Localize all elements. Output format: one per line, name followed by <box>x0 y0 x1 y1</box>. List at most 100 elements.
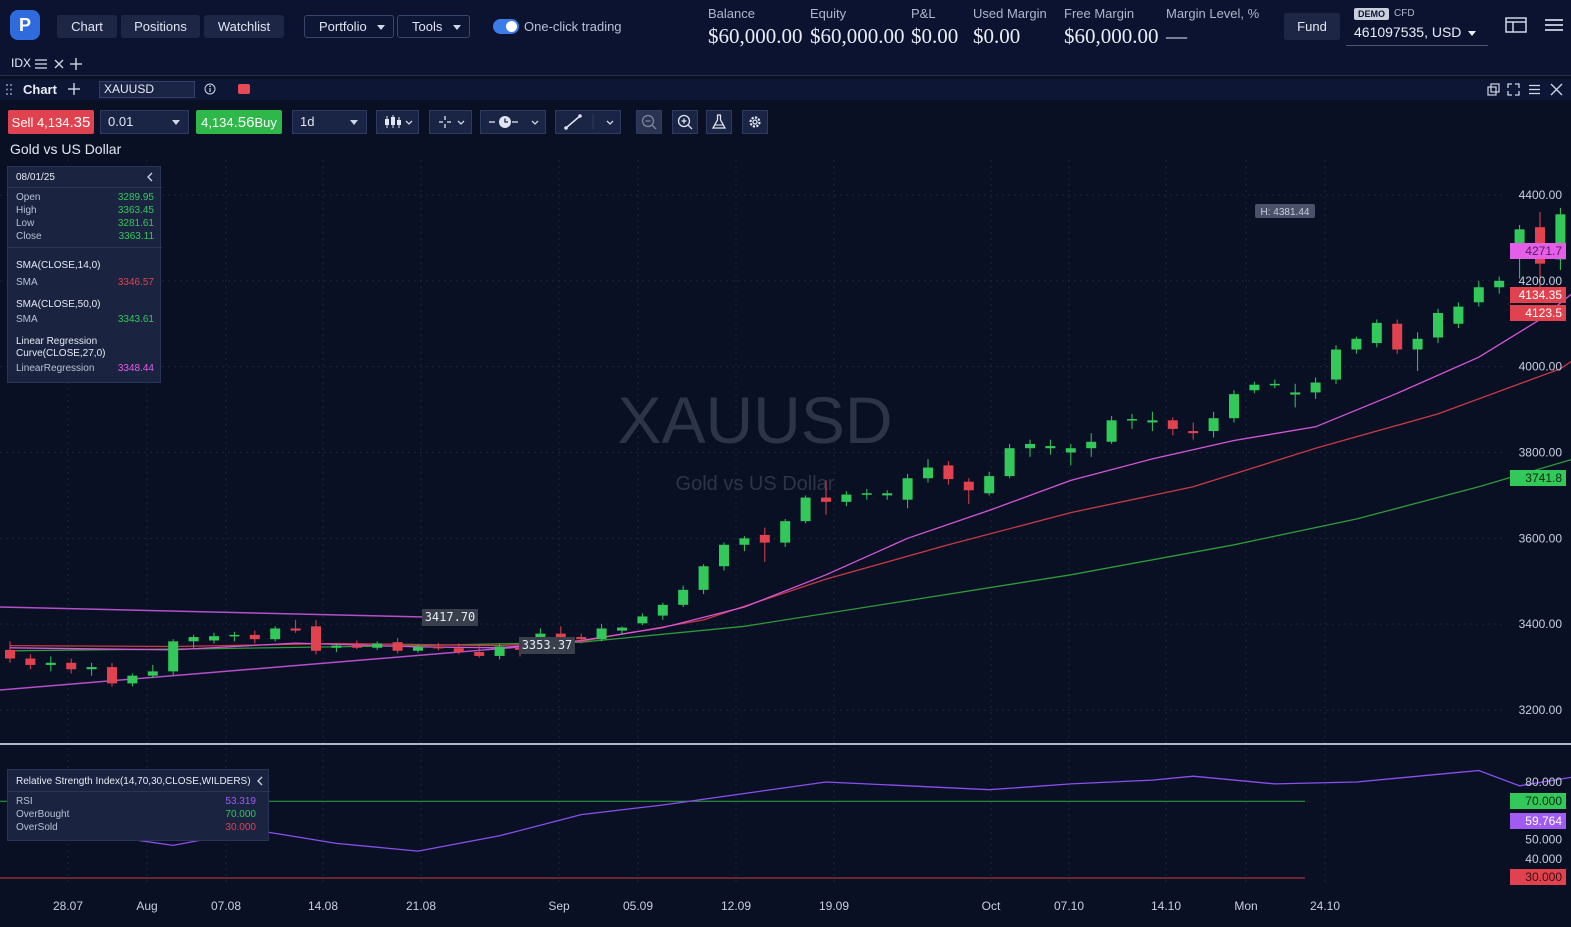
drag-handle-icon[interactable] <box>5 83 13 96</box>
candle-body <box>678 589 689 605</box>
quantity-select[interactable]: 0.01 <box>100 110 189 134</box>
drawing-tools-button[interactable] <box>555 110 621 134</box>
chart-settings-button[interactable] <box>742 110 768 134</box>
sma14-row: SMA 3346.57 <box>16 277 154 288</box>
candle-body <box>209 636 219 641</box>
candle-body <box>555 633 566 638</box>
rsi-tag: 70.000 <box>1525 794 1562 808</box>
chart-panel-header: Chart XAUUSD <box>0 79 1571 100</box>
candle-body <box>1127 419 1137 421</box>
account-type-label: CFD <box>1394 8 1415 19</box>
candle-body <box>759 534 770 543</box>
rsi-axis-tick: 50.000 <box>1525 833 1562 847</box>
stat-value: $0.00 <box>911 24 959 48</box>
candle-body <box>1453 306 1464 324</box>
candle-body <box>1392 323 1403 350</box>
ohlc-value: 3281.61 <box>117 218 154 229</box>
nav-positions-button[interactable]: Positions <box>121 15 200 38</box>
collapse-icon[interactable] <box>256 776 264 786</box>
time-tools-button[interactable] <box>480 110 546 134</box>
instrument-name: Gold vs US Dollar <box>10 141 122 157</box>
tab-menu-icon[interactable] <box>35 59 47 69</box>
sell-button[interactable]: Sell 4,134.35 <box>8 110 94 134</box>
candle-body <box>392 642 403 651</box>
candle-body <box>229 634 240 637</box>
chart-type-button[interactable] <box>376 110 419 134</box>
candle-body <box>923 467 933 479</box>
candle-body <box>433 646 444 649</box>
maximize-icon[interactable] <box>1507 83 1520 96</box>
x-axis-tick: 07.08 <box>211 899 241 913</box>
collapse-icon[interactable] <box>146 172 154 182</box>
x-axis-tick: Sep <box>548 899 570 913</box>
pnl-stat: P&L $0.00 <box>911 6 958 49</box>
candle-body <box>5 649 15 659</box>
y-axis-tick: 3600.00 <box>1519 531 1563 545</box>
add-tab-icon[interactable] <box>69 57 83 71</box>
balance-stat: Balance $60,000.00 <box>708 6 803 49</box>
price-tag-bg <box>1510 470 1566 486</box>
symbol-input[interactable]: XAUUSD <box>99 81 195 98</box>
candle-body <box>1045 446 1056 449</box>
overbought-row: OverBought 70.000 <box>16 809 262 820</box>
stat-label: Free Margin <box>1064 6 1135 21</box>
tools-dropdown[interactable]: Tools <box>397 15 470 38</box>
portfolio-dropdown[interactable]: Portfolio <box>304 15 394 38</box>
zoom-out-button[interactable] <box>636 110 662 134</box>
add-chart-icon[interactable] <box>67 82 81 96</box>
linear-regression-line <box>9 293 1571 651</box>
sma50-label: SMA <box>16 314 38 325</box>
stat-value: $0.00 <box>973 24 1021 48</box>
zoom-in-button[interactable] <box>672 110 698 134</box>
x-axis-tick: Aug <box>136 899 157 913</box>
portfolio-label: Portfolio <box>319 19 367 34</box>
x-axis-tick: 07.10 <box>1054 899 1084 913</box>
menu-icon[interactable] <box>1544 17 1564 33</box>
candle-body <box>943 465 954 480</box>
nav-watchlist-button[interactable]: Watchlist <box>204 15 284 38</box>
ohlc-label: Open <box>16 192 41 203</box>
free-margin-stat: Free Margin $60,000.00 <box>1064 6 1159 49</box>
price-tag-bg <box>1510 287 1566 303</box>
stat-value: — <box>1166 24 1187 48</box>
workspace-tab-idx[interactable]: IDX <box>11 56 32 70</box>
price-chart[interactable]: XAUUSD Gold vs US Dollar 3417.70 3353.37 H: … <box>0 160 1571 927</box>
nav-chart-button[interactable]: Chart <box>57 15 117 38</box>
stat-label: P&L <box>911 6 936 21</box>
account-selector[interactable]: DEMO CFD 461097535, USD <box>1346 4 1488 46</box>
stat-label: Margin Level, % <box>1166 6 1260 21</box>
sma14-label: SMA <box>16 277 38 288</box>
indicators-button[interactable] <box>706 110 732 134</box>
candle-body <box>596 628 607 640</box>
buy-button[interactable]: 4,134.56 Buy <box>196 110 282 134</box>
toggle-knob <box>506 21 517 32</box>
fund-button[interactable]: Fund <box>1284 13 1340 40</box>
timeframe-select[interactable]: 1d <box>292 110 367 134</box>
close-panel-icon[interactable] <box>1550 83 1563 96</box>
candle-body <box>1004 448 1015 477</box>
candle-body <box>657 604 668 616</box>
close-icon[interactable] <box>54 59 64 69</box>
equity-stat: Equity $60,000.00 <box>810 6 905 49</box>
candle-body <box>127 675 138 684</box>
app-logo[interactable]: P <box>10 10 40 40</box>
candle-body <box>576 637 587 640</box>
crosshair-button[interactable] <box>429 110 472 134</box>
trendline-icon <box>564 114 614 130</box>
info-icon[interactable] <box>204 83 216 95</box>
detach-window-icon[interactable] <box>1487 83 1500 96</box>
candle-body <box>1025 443 1035 449</box>
candle-body <box>780 521 791 543</box>
stat-label: Used Margin <box>973 6 1047 21</box>
layout-icon[interactable] <box>1505 17 1527 33</box>
sma50-value: 3343.61 <box>117 314 154 325</box>
lr-value: 3348.44 <box>117 363 154 374</box>
candle-body <box>168 641 179 672</box>
channel-price-label: 3417.70 <box>425 610 476 624</box>
panel-menu-icon[interactable] <box>1528 83 1541 96</box>
x-axis-tick: 14.10 <box>1151 899 1181 913</box>
candle-body <box>372 643 383 648</box>
one-click-trading-toggle[interactable] <box>493 19 519 34</box>
sma14-value: 3346.57 <box>117 277 154 288</box>
lr-label: LinearRegression <box>16 363 95 374</box>
